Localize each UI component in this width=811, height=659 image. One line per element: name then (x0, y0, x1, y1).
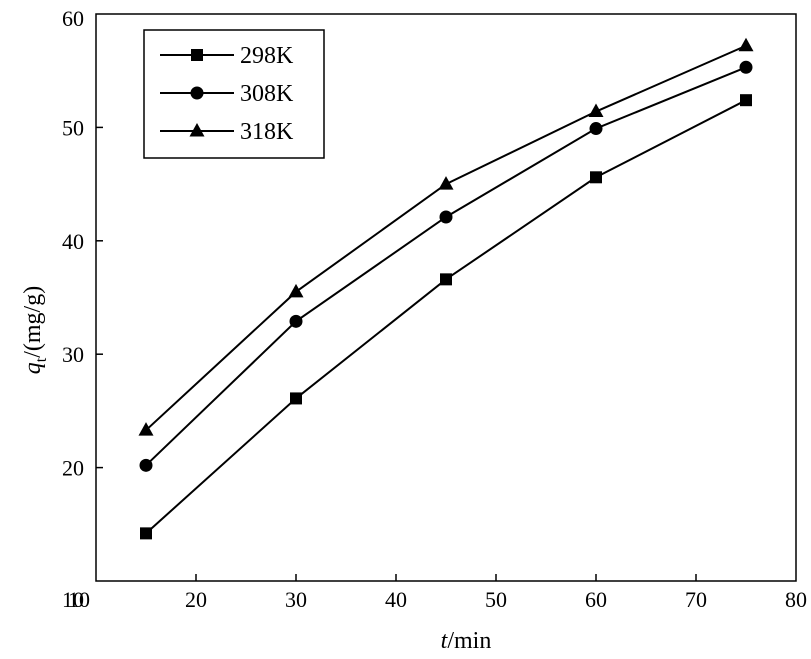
data-point (439, 210, 453, 224)
legend-marker (190, 86, 204, 100)
series-298K (140, 94, 752, 540)
data-point (588, 103, 604, 118)
y-tick-label: 10 (62, 587, 84, 612)
x-tick-label: 50 (485, 587, 507, 612)
legend-label: 318K (240, 119, 294, 145)
series-layer (138, 37, 754, 540)
data-point (438, 176, 454, 190)
x-tick-label: 10 (68, 587, 90, 612)
data-point (740, 94, 752, 107)
y-tick-label: 50 (62, 115, 84, 140)
legend-marker (189, 123, 205, 137)
axes: 10 20 30 40 50 60 70 80 10 20 30 40 50 60 (62, 6, 807, 612)
plot-frame (95, 13, 797, 582)
data-point (288, 283, 304, 298)
data-point (289, 314, 303, 328)
x-tick-label: 30 (285, 587, 307, 612)
data-point (139, 458, 153, 472)
x-tick-label: 70 (685, 587, 707, 612)
data-point (140, 527, 152, 540)
data-point (440, 273, 452, 286)
data-point (739, 60, 753, 74)
data-point (590, 171, 602, 184)
x-tick-label: 20 (185, 587, 207, 612)
y-tick-label: 20 (62, 456, 84, 481)
series-308K (139, 60, 753, 472)
y-tick-label: 40 (62, 229, 84, 254)
legend: 298K 308K 318K (143, 29, 325, 159)
x-tick-label: 40 (385, 587, 407, 612)
x-tick-label: 80 (785, 587, 807, 612)
x-tick-label: 60 (585, 587, 607, 612)
data-point (138, 422, 154, 436)
series-318K (138, 37, 754, 436)
data-point (738, 37, 754, 52)
series-line (145, 99, 747, 535)
y-axis-label: qt/(mg/g) (20, 286, 50, 374)
legend-marker (191, 49, 203, 61)
data-point (589, 122, 603, 136)
legend-label: 308K (240, 81, 294, 107)
y-tick-label: 60 (62, 6, 84, 31)
y-tick-label: 30 (62, 342, 84, 367)
x-axis-label: t/min (441, 628, 492, 654)
data-point (290, 392, 302, 405)
legend-label: 298K (240, 43, 294, 69)
